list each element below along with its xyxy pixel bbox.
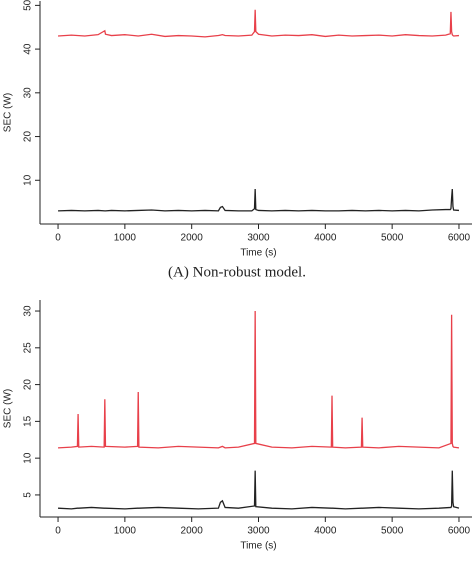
x-tick-label: 3000	[247, 233, 270, 244]
y-axis-label: SEC (W)	[3, 93, 14, 132]
series-line	[58, 470, 460, 510]
series-line	[57, 9, 460, 38]
y-tick-label: 30	[23, 87, 34, 99]
x-tick-label: 2000	[181, 233, 204, 244]
y-tick-label: 20	[23, 379, 34, 391]
y-tick-label: 30	[23, 305, 34, 317]
caption: (A) Non-robust model.	[168, 264, 306, 280]
y-tick-label: 50	[23, 0, 34, 11]
x-tick-label: 5000	[381, 233, 404, 244]
x-tick-label: 4000	[314, 526, 337, 537]
x-tick-label: 1000	[114, 526, 137, 537]
x-tick-label: 0	[55, 233, 61, 244]
y-tick-label: 5	[23, 492, 34, 498]
x-tick-label: 6000	[448, 526, 471, 537]
y-axis-label: SEC (W)	[3, 389, 14, 428]
y-tick-label: 40	[23, 43, 34, 55]
x-axis-label: Time (s)	[240, 541, 276, 552]
x-tick-label: 5000	[381, 526, 404, 537]
series-line	[58, 311, 460, 449]
x-tick-label: 0	[55, 526, 61, 537]
y-tick-label: 10	[23, 452, 34, 464]
y-tick-label: 20	[23, 131, 34, 143]
x-tick-label: 1000	[114, 233, 137, 244]
y-tick-label: 25	[23, 342, 34, 354]
x-tick-label: 3000	[247, 526, 270, 537]
y-tick-label: 15	[23, 415, 34, 427]
y-tick-label: 10	[23, 174, 34, 186]
series-line	[58, 188, 460, 212]
x-axis-label: Time (s)	[240, 248, 276, 259]
x-tick-label: 2000	[181, 526, 204, 537]
x-tick-label: 4000	[314, 233, 337, 244]
x-tick-label: 6000	[448, 233, 471, 244]
